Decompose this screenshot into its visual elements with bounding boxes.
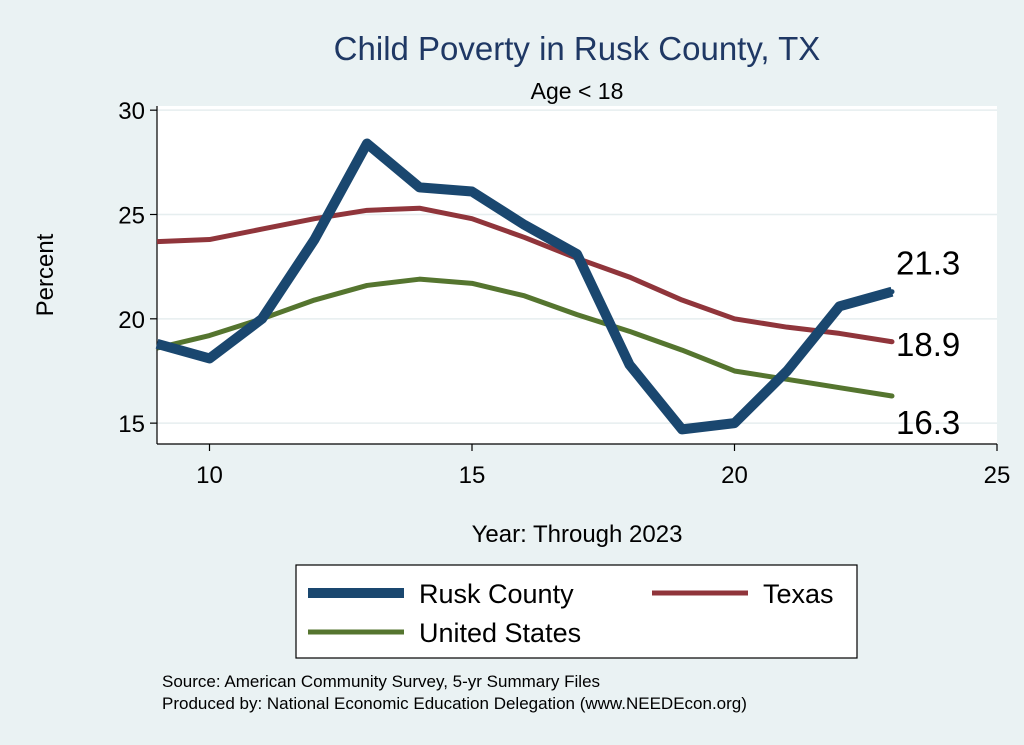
end-label-united-states: 16.3 xyxy=(896,404,960,441)
gridlines xyxy=(157,109,997,424)
series-end-point-united-states xyxy=(889,393,895,399)
y-tick-label: 20 xyxy=(118,307,145,334)
legend-label-united-states: United States xyxy=(419,618,581,648)
end-label-texas: 18.9 xyxy=(896,326,960,363)
series-end-point-rusk-county xyxy=(889,289,895,295)
series-end-point-texas xyxy=(889,339,895,345)
x-tick-label: 25 xyxy=(984,462,1011,489)
series-group xyxy=(155,138,895,435)
legend: Rusk County Texas United States xyxy=(295,564,858,659)
legend-box xyxy=(295,564,858,659)
series-line-texas xyxy=(156,205,893,345)
y-tick-label: 25 xyxy=(118,202,145,229)
series-line-rusk-county xyxy=(155,138,894,435)
axes: 15 20 25 30 10 15 20 25 xyxy=(118,98,1010,489)
legend-label-rusk-county: Rusk County xyxy=(419,579,574,609)
y-tick-label: 15 xyxy=(118,411,145,438)
x-axis-title: Year: Through 2023 xyxy=(472,521,683,548)
x-tick-label: 15 xyxy=(459,462,486,489)
series-line-united-states xyxy=(156,276,893,399)
y-tick-label: 30 xyxy=(118,98,145,125)
source-line: Source: American Community Survey, 5-yr … xyxy=(162,672,600,691)
y-axis-title: Percent xyxy=(32,233,59,316)
chart-subtitle: Age < 18 xyxy=(531,78,624,104)
produced-by-line: Produced by: National Economic Education… xyxy=(162,694,747,713)
x-tick-label: 10 xyxy=(196,462,223,489)
chart-title: Child Poverty in Rusk County, TX xyxy=(334,30,821,67)
end-label-rusk-county: 21.3 xyxy=(896,245,960,282)
x-tick-label: 20 xyxy=(721,462,748,489)
legend-label-texas: Texas xyxy=(763,579,834,609)
end-labels: 21.3 18.9 16.3 xyxy=(896,245,960,441)
